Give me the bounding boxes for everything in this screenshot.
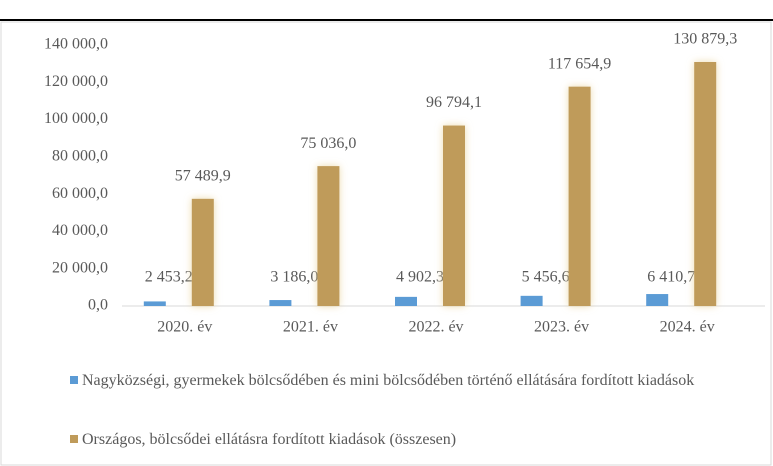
data-label: 6 410,7 [647, 269, 695, 286]
bar [520, 295, 543, 306]
legend-label: Országos, bölcsődei ellátásra fordított … [82, 431, 457, 448]
y-tick-label: 20 000,0 [52, 259, 108, 276]
y-tick-label: 40 000,0 [52, 222, 108, 239]
x-tick-label: 2022. év [408, 319, 463, 336]
bar [317, 166, 340, 306]
legend-swatch [70, 435, 78, 443]
data-label: 3 186,0 [270, 269, 318, 286]
data-label: 75 036,0 [300, 135, 356, 152]
legend-item: Országos, bölcsődei ellátásra fordított … [70, 429, 750, 450]
y-tick-label: 80 000,0 [52, 148, 108, 165]
data-label: 57 489,9 [175, 167, 231, 184]
bar [694, 62, 717, 307]
x-tick-label: 2024. év [660, 319, 715, 336]
bar [143, 301, 166, 306]
x-tick-label: 2021. év [283, 319, 338, 336]
legend-swatch [70, 376, 78, 384]
data-label: 4 902,3 [396, 269, 444, 286]
y-tick-label: 0,0 [88, 297, 108, 314]
data-label: 5 456,6 [522, 269, 570, 286]
data-label: 96 794,1 [426, 94, 482, 111]
x-tick-label: 2023. év [534, 319, 589, 336]
x-tick-label: 2020. év [157, 319, 212, 336]
legend-item: Nagyközségi, gyermekek bölcsődében és mi… [70, 370, 750, 391]
y-tick-label: 60 000,0 [52, 185, 108, 202]
bar [191, 198, 214, 306]
bar [568, 86, 591, 306]
y-tick-label: 100 000,0 [44, 110, 108, 127]
y-tick-label: 140 000,0 [44, 36, 108, 53]
bar [395, 296, 417, 306]
chart-frame [0, 21, 772, 466]
bar [443, 125, 465, 306]
bar [269, 300, 292, 306]
y-tick-label: 120 000,0 [44, 73, 108, 90]
bar [646, 294, 669, 306]
data-label: 2 453,2 [145, 269, 193, 286]
data-label: 130 879,3 [673, 31, 737, 48]
legend-label: Nagyközségi, gyermekek bölcsődében és mi… [82, 372, 695, 389]
data-label: 117 654,9 [548, 55, 611, 72]
